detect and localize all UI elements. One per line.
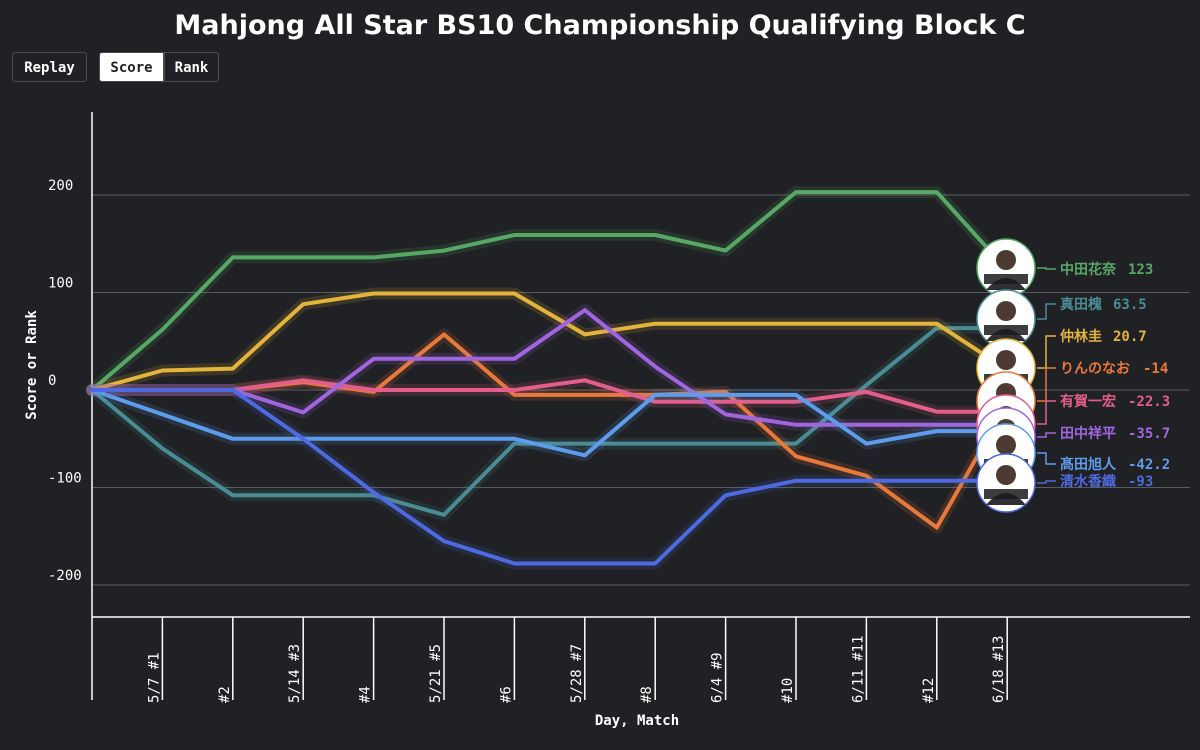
y-tick-label: 100 — [48, 276, 73, 292]
x-tick-label: #4 — [358, 686, 374, 703]
x-tick-label: 6/4 #9 — [710, 652, 726, 703]
legend-layer: 中田花奈 123 真田槐 63.5 仲林圭 20.7 りんのなお -14 有賀一宏 -22.3 田中… — [1037, 261, 1170, 490]
x-tick-label: 5/7 #1 — [146, 652, 162, 703]
series-line — [90, 378, 1010, 414]
legend-series-name: 髙田旭人 — [1060, 456, 1117, 473]
legend-entry: 有賀一宏 -22.3 — [1037, 393, 1170, 425]
legend-final-value: 123 — [1128, 262, 1153, 278]
legend-series-name: 清水香織 — [1060, 473, 1116, 490]
x-tick-label: #10 — [780, 678, 796, 703]
legend-entry: 真田槐 63.5 — [1037, 296, 1147, 320]
legend-series-name: 仲林圭 — [1060, 328, 1102, 345]
series-halo — [86, 384, 1014, 570]
y-axis-label: Score or Rank — [24, 310, 40, 420]
legend-final-value: -93 — [1128, 474, 1153, 490]
legend-series-name: 真田槐 — [1060, 296, 1102, 313]
legend-series-name: りんのなお — [1060, 361, 1130, 377]
y-tick-label: -100 — [48, 471, 82, 487]
legend-entry: 中田花奈 123 — [1037, 261, 1153, 278]
legend-final-value: -14 — [1143, 361, 1168, 377]
y-tick-label: 200 — [48, 178, 73, 194]
legend-series-name: 田中祥平 — [1060, 425, 1116, 442]
x-tick-label: 5/28 #7 — [569, 644, 585, 703]
legend-final-value: -22.3 — [1128, 394, 1170, 410]
x-tick-label: #12 — [921, 678, 937, 703]
avatar-layer — [976, 238, 1036, 513]
x-tick-label: 6/11 #11 — [850, 636, 866, 703]
legend-entry: 清水香織 -93 — [1037, 473, 1153, 490]
player-avatar — [976, 289, 1036, 349]
legend-final-value: 20.7 — [1113, 329, 1147, 345]
series-layer — [86, 186, 1014, 570]
series-line — [90, 291, 1010, 392]
replay-button[interactable]: Replay — [12, 52, 87, 82]
chart-title: Mahjong All Star BS10 Championship Quali… — [174, 10, 1026, 41]
legend-final-value: 63.5 — [1113, 297, 1147, 313]
player-avatar — [976, 453, 1036, 513]
axis-layer: 200 100 0 -100 -200 5/7 #1 #2 5/14 #3 #4 5/21 #5 #… — [48, 112, 1190, 703]
y-tick-label: -200 — [48, 568, 82, 584]
series-line — [90, 388, 1010, 566]
y-tick-label: 0 — [48, 373, 56, 389]
series-line — [90, 308, 1010, 427]
x-tick-label: #6 — [498, 686, 514, 703]
x-tick-label: #2 — [217, 686, 233, 703]
legend-entry: 仲林圭 20.7 — [1037, 328, 1147, 369]
legend-entry: 田中祥平 -35.7 — [1037, 425, 1170, 442]
legend-final-value: -35.7 — [1128, 426, 1170, 442]
series-line — [90, 388, 1010, 458]
x-tick-label: 5/14 #3 — [287, 644, 303, 703]
score-toggle-button[interactable]: Score — [99, 52, 164, 82]
legend-final-value: -42.2 — [1128, 457, 1170, 473]
legend-entry: 髙田旭人 -42.2 — [1037, 452, 1170, 473]
player-avatar — [976, 238, 1036, 298]
x-tick-label: 6/18 #13 — [991, 636, 1007, 703]
x-tick-label: #8 — [639, 686, 655, 703]
rank-toggle-button[interactable]: Rank — [164, 52, 219, 82]
series-line — [90, 190, 1010, 392]
series-halo — [86, 186, 1014, 396]
legend-series-name: 有賀一宏 — [1060, 393, 1116, 410]
x-tick-label: 5/21 #5 — [428, 644, 444, 703]
x-axis-label: Day, Match — [595, 713, 679, 729]
legend-series-name: 中田花奈 — [1060, 261, 1117, 278]
legend-entry: りんのなお -14 — [1037, 361, 1168, 402]
